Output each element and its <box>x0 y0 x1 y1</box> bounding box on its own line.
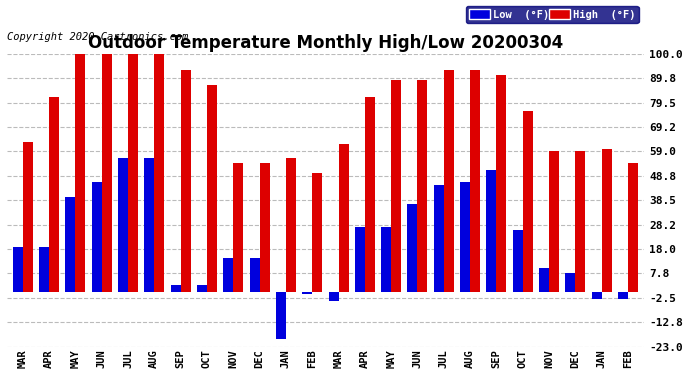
Bar <box>591 292 602 299</box>
Bar <box>539 268 549 292</box>
Bar <box>101 54 112 292</box>
Bar <box>181 70 190 292</box>
Legend: Low  (°F), High  (°F): Low (°F), High (°F) <box>466 6 638 23</box>
Bar <box>618 292 628 299</box>
Bar <box>470 70 480 292</box>
Bar <box>233 163 244 292</box>
Bar <box>417 80 427 292</box>
Bar <box>312 173 322 292</box>
Bar <box>444 70 454 292</box>
Bar <box>39 246 49 292</box>
Bar <box>259 163 270 292</box>
Bar <box>328 292 339 301</box>
Bar <box>355 228 365 292</box>
Bar <box>513 230 523 292</box>
Bar <box>575 152 585 292</box>
Bar <box>523 111 533 292</box>
Bar <box>23 142 32 292</box>
Bar <box>197 285 207 292</box>
Bar <box>496 75 506 292</box>
Bar <box>118 159 128 292</box>
Bar <box>66 196 75 292</box>
Bar <box>339 144 348 292</box>
Bar <box>155 54 164 292</box>
Bar <box>408 204 417 292</box>
Bar <box>628 163 638 292</box>
Bar <box>75 54 86 292</box>
Bar <box>276 292 286 339</box>
Bar <box>391 80 401 292</box>
Bar <box>92 182 101 292</box>
Bar <box>549 152 559 292</box>
Bar <box>460 182 470 292</box>
Bar <box>170 285 181 292</box>
Bar <box>49 96 59 292</box>
Bar <box>224 258 233 292</box>
Bar <box>381 228 391 292</box>
Bar <box>365 96 375 292</box>
Bar <box>128 54 138 292</box>
Text: Copyright 2020 Cartronics.com: Copyright 2020 Cartronics.com <box>7 32 188 42</box>
Bar <box>302 292 312 294</box>
Bar <box>12 246 23 292</box>
Title: Outdoor Temperature Monthly High/Low 20200304: Outdoor Temperature Monthly High/Low 202… <box>88 34 563 52</box>
Bar <box>434 184 444 292</box>
Bar <box>565 273 575 292</box>
Bar <box>286 159 296 292</box>
Bar <box>144 159 155 292</box>
Bar <box>207 85 217 292</box>
Bar <box>250 258 259 292</box>
Bar <box>602 149 611 292</box>
Bar <box>486 170 496 292</box>
